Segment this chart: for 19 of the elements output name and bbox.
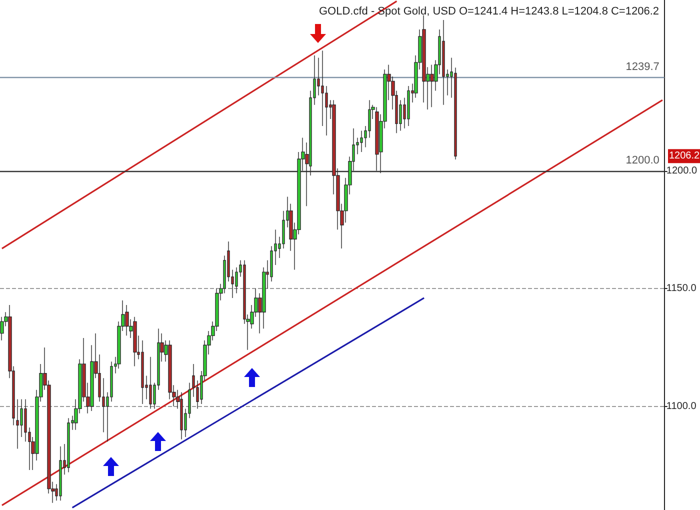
y-tick-label: 1150.0 [666, 283, 697, 294]
candlestick [0, 316, 4, 341]
candlestick [442, 20, 445, 106]
candlestick [180, 392, 183, 440]
chart-title: GOLD.cfd - Spot Gold, USD O=1241.4 H=1243.8 L=1204.8 C=1206.2 [319, 6, 660, 18]
candlestick [360, 130, 363, 152]
candlestick [407, 86, 410, 126]
candlestick [149, 356, 152, 410]
candlestick [125, 304, 129, 336]
y-tick-label: 1100.0 [666, 400, 697, 412]
candlestick [67, 418, 70, 473]
ref-line-label: 1239.7 [626, 60, 660, 73]
candlestick [16, 398, 19, 450]
candlestick [59, 446, 62, 501]
ref-line-label: 1200.0 [626, 154, 660, 166]
candlestick [133, 316, 137, 367]
text: 1206.2 [669, 150, 700, 162]
candlestick [430, 64, 434, 108]
y-tick-label: 1200.0 [666, 165, 698, 176]
